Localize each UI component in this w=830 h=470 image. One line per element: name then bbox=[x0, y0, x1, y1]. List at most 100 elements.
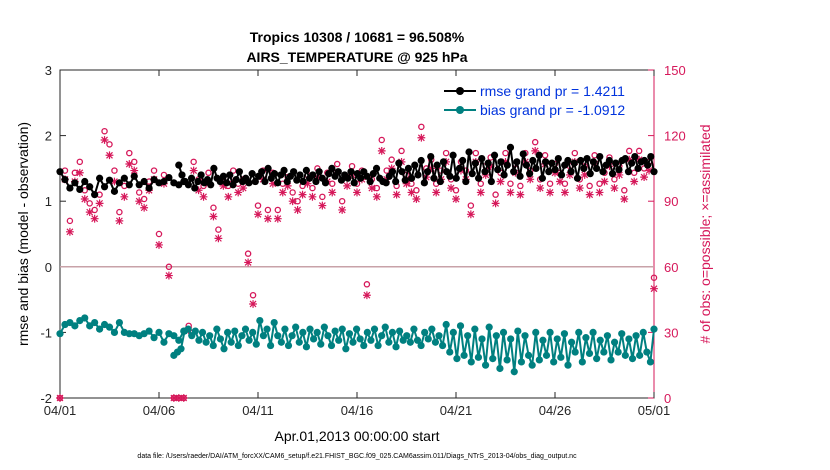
y-tick-label: -2 bbox=[40, 391, 52, 406]
bias-point bbox=[320, 323, 328, 331]
bias-point bbox=[213, 325, 221, 333]
rmse-point bbox=[248, 170, 256, 178]
rmse-point bbox=[404, 164, 413, 172]
rmse-point bbox=[334, 168, 342, 176]
legend-rmse-label: rmse grand pr = 1.4211 bbox=[480, 83, 625, 99]
obs-assimilated-marker bbox=[308, 192, 317, 201]
obs-possible-marker bbox=[492, 191, 499, 198]
rmse-point bbox=[110, 187, 119, 195]
rmse-point bbox=[589, 158, 598, 166]
bias-point bbox=[360, 341, 368, 350]
obs-assimilated-marker bbox=[90, 214, 99, 223]
bias-point bbox=[417, 341, 425, 350]
obs-assimilated-marker bbox=[95, 199, 104, 208]
bias-point bbox=[517, 358, 526, 366]
rmse-point bbox=[372, 164, 381, 172]
bias-point bbox=[560, 330, 569, 338]
y-tick-label: 2 bbox=[45, 129, 52, 144]
bias-point bbox=[220, 345, 228, 353]
rmse-point bbox=[427, 152, 435, 161]
rmse-point bbox=[621, 154, 629, 163]
obs-assimilated-marker bbox=[491, 199, 500, 208]
bias-point bbox=[356, 335, 364, 343]
rmse-point bbox=[408, 174, 416, 182]
obs-assimilated-marker bbox=[526, 175, 535, 184]
obs-possible-marker bbox=[586, 182, 593, 190]
obs-assimilated-marker bbox=[486, 162, 495, 171]
obs-assimilated-marker bbox=[120, 192, 129, 201]
obs-possible-marker bbox=[116, 208, 123, 216]
x-tick-label: 04/26 bbox=[539, 403, 572, 418]
rmse-point bbox=[586, 170, 594, 178]
x-axis: 04/01 04/06 04/11 04/16 04/21 04/26 05/01 bbox=[44, 70, 670, 418]
obs-assimilated-marker bbox=[650, 284, 658, 293]
rmse-point bbox=[529, 156, 537, 165]
obs-possible-marker bbox=[264, 206, 272, 214]
bias-point bbox=[596, 336, 604, 344]
bias-point bbox=[155, 328, 163, 336]
bias-point bbox=[195, 336, 203, 344]
rmse-point bbox=[328, 164, 336, 172]
obs-assimilated-marker bbox=[234, 188, 243, 197]
bias-point bbox=[150, 334, 158, 342]
obs-possible-marker bbox=[467, 202, 475, 209]
obs-assimilated-marker bbox=[363, 291, 371, 300]
rmse-point bbox=[120, 174, 128, 182]
obs-possible-marker bbox=[309, 184, 316, 192]
obs-assimilated-marker bbox=[575, 184, 584, 192]
rmse-point bbox=[197, 171, 205, 179]
rmse-point bbox=[235, 168, 243, 176]
bias-point bbox=[335, 336, 343, 344]
obs-assimilated-marker bbox=[189, 166, 198, 175]
bias-point bbox=[191, 327, 199, 335]
rmse-point bbox=[312, 177, 320, 186]
bias-point bbox=[471, 325, 479, 333]
obs-assimilated-marker bbox=[110, 177, 119, 186]
rmse-point bbox=[465, 148, 473, 156]
rmse-point bbox=[462, 177, 470, 186]
bias-point bbox=[428, 325, 436, 333]
bias-point bbox=[575, 328, 583, 336]
chart-subtitle: AIRS_TEMPERATURE @ 925 hPa bbox=[246, 49, 467, 65]
obs-possible-marker bbox=[66, 217, 74, 225]
obs-possible-marker bbox=[378, 136, 385, 144]
bias-point bbox=[481, 361, 490, 369]
rmse-point bbox=[439, 158, 448, 166]
obs-assimilated-marker bbox=[516, 190, 525, 199]
obs-assimilated-marker bbox=[268, 179, 277, 188]
bias-point bbox=[292, 323, 300, 331]
bias-point bbox=[507, 335, 515, 343]
obs-assimilated-marker bbox=[174, 394, 183, 402]
rmse-point bbox=[474, 174, 483, 182]
obs-possible-marker bbox=[333, 160, 341, 168]
obs-assimilated-marker bbox=[615, 171, 624, 179]
obs-possible-marker bbox=[111, 167, 118, 174]
rmse-point bbox=[325, 170, 333, 178]
rmse-point bbox=[455, 164, 464, 172]
obs-possible-marker bbox=[319, 193, 326, 201]
obs-possible-marker bbox=[388, 156, 395, 163]
obs-assimilated-marker bbox=[536, 184, 545, 192]
bias-point bbox=[553, 335, 561, 343]
rmse-point bbox=[513, 158, 521, 166]
obs-assimilated-marker bbox=[194, 186, 203, 195]
bias-point bbox=[388, 328, 397, 336]
rmse-point bbox=[401, 176, 409, 184]
obs-possible-marker bbox=[274, 206, 282, 214]
bias-point bbox=[331, 327, 339, 335]
bias-point bbox=[202, 338, 210, 346]
obs-possible-marker bbox=[155, 230, 163, 238]
legend-rmse-marker bbox=[456, 87, 464, 95]
bias-point bbox=[281, 325, 289, 333]
bias-point bbox=[514, 327, 522, 335]
rmse-point bbox=[484, 159, 492, 167]
bias-point bbox=[589, 328, 597, 336]
obs-possible-marker bbox=[249, 291, 257, 299]
obs-assimilated-marker bbox=[595, 188, 604, 197]
rmse-point bbox=[567, 168, 575, 176]
bias-point bbox=[206, 332, 214, 340]
bias-point bbox=[628, 355, 637, 363]
rmse-point bbox=[487, 177, 495, 186]
rmse-point bbox=[56, 168, 64, 176]
bias-point bbox=[607, 356, 615, 364]
